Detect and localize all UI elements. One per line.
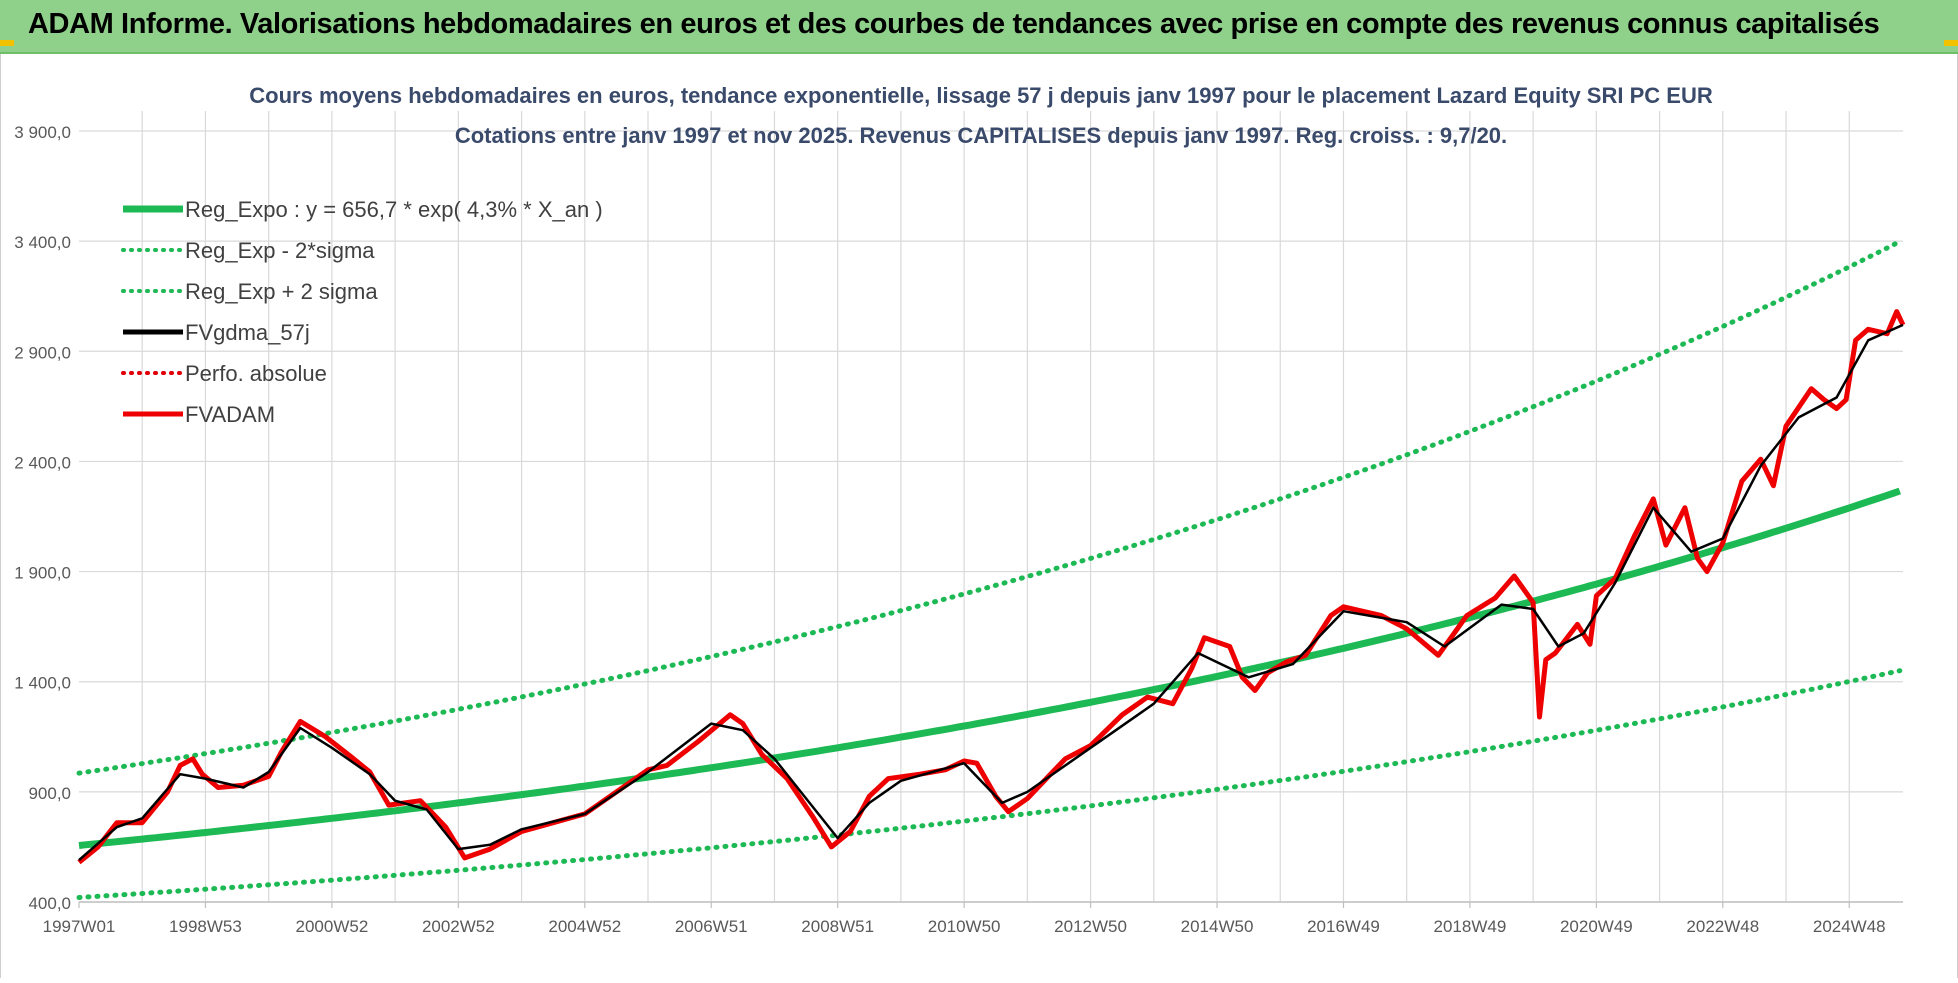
banner: ADAM Informe. Valorisations hebdomadaire…	[0, 0, 1958, 54]
x-tick-label: 2010W50	[928, 917, 1001, 936]
series-reg-exp-minus-2sigma	[76, 668, 1903, 900]
y-tick-label: 900,0	[28, 784, 71, 803]
x-tick-label: 1998W53	[169, 917, 242, 936]
x-tick-label: 2012W50	[1054, 917, 1127, 936]
x-tick-label: 1997W01	[43, 917, 116, 936]
series-reg-exp-plus-2sigma	[76, 239, 1903, 776]
y-tick-label: 2 900,0	[14, 343, 71, 362]
corner-marker-right	[1944, 40, 1958, 46]
corner-marker-left	[0, 40, 14, 46]
series-reg-expo	[78, 487, 1901, 849]
chart-title-line2: Cotations entre janv 1997 et nov 2025. R…	[455, 123, 1507, 148]
chart-title-line1: Cours moyens hebdomadaires en euros, ten…	[249, 83, 1713, 108]
x-tick-label: 2024W48	[1813, 917, 1886, 936]
series-fvadam	[77, 309, 1906, 865]
y-tick-label: 2 400,0	[14, 453, 71, 472]
x-tick-label: 2014W50	[1181, 917, 1254, 936]
y-tick-label: 1 400,0	[14, 674, 71, 693]
x-tick-label: 2022W48	[1686, 917, 1759, 936]
legend-label: FVADAM	[185, 402, 275, 427]
grid	[79, 111, 1903, 903]
y-tick-label: 400,0	[28, 894, 71, 913]
legend-label: Reg_Exp + 2 sigma	[185, 279, 378, 304]
legend-label: FVgdma_57j	[185, 320, 310, 345]
banner-title: ADAM Informe. Valorisations hebdomadaire…	[28, 8, 1880, 40]
legend-label: Reg_Expo : y = 656,7 * exp( 4,3% * X_an …	[185, 197, 603, 222]
x-tick-label: 2000W52	[296, 917, 369, 936]
legend-label: Reg_Exp - 2*sigma	[185, 238, 375, 263]
x-tick-label: 2004W52	[548, 917, 621, 936]
y-tick-label: 3 400,0	[14, 233, 71, 252]
x-tick-label: 2002W52	[422, 917, 495, 936]
x-tick-label: 2008W51	[801, 917, 874, 936]
series-layer	[76, 239, 1906, 900]
series-fvgdma-57j	[78, 323, 1904, 862]
legend: Reg_Expo : y = 656,7 * exp( 4,3% * X_an …	[121, 197, 603, 427]
x-tick-label: 2018W49	[1434, 917, 1507, 936]
chart: 400,0 900,0 1 400,0 1 900,0 2 400,0 2 900,0 3 …	[14, 83, 1906, 936]
y-tick-label: 1 900,0	[14, 564, 71, 583]
chart-frame: 400,0 900,0 1 400,0 1 900,0 2 400,0 2 900,0 3 …	[0, 54, 1958, 978]
x-tick-label: 2006W51	[675, 917, 748, 936]
x-tick-label: 2020W49	[1560, 917, 1633, 936]
y-tick-label: 3 900,0	[14, 123, 71, 142]
axes: 400,0 900,0 1 400,0 1 900,0 2 400,0 2 900,0 3 …	[14, 123, 1903, 936]
x-tick-label: 2016W49	[1307, 917, 1380, 936]
legend-label: Perfo. absolue	[185, 361, 327, 386]
